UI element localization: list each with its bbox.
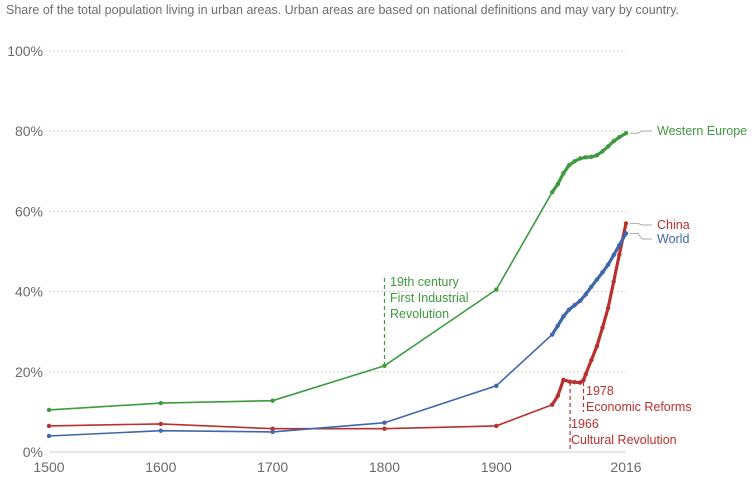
y-tick-label: 80%	[15, 123, 43, 139]
data-point	[158, 421, 164, 427]
x-tick-label: 1800	[369, 459, 400, 475]
series-line-dense	[550, 232, 628, 336]
data-point	[494, 423, 499, 429]
x-tick-label: 1600	[145, 459, 176, 475]
annotations: 19th century First Industrial Revolution 19…	[383, 275, 692, 450]
annotation-text: First Industrial	[390, 291, 469, 305]
data-point	[270, 426, 275, 431]
data-point	[46, 407, 52, 413]
series-line-dense	[550, 223, 628, 406]
annotation-text: Economic Reforms	[586, 400, 692, 414]
x-tick-label: 1700	[257, 459, 288, 475]
series-label: China	[657, 218, 690, 232]
data-point	[494, 383, 499, 389]
series-label: World	[657, 232, 689, 246]
chart-subtitle: Share of the total population living in …	[6, 3, 680, 17]
data-point	[270, 398, 275, 403]
data-point	[382, 420, 387, 425]
y-tick-label: 60%	[15, 203, 43, 219]
series-world	[46, 231, 629, 439]
annotation-text: 1978	[586, 384, 614, 398]
data-point	[46, 433, 52, 439]
series-lines	[46, 131, 629, 439]
x-tick-label: 1500	[33, 459, 64, 475]
data-point	[158, 428, 164, 433]
y-axis-ticks: 0% 20% 40% 60% 80% 100%	[7, 43, 43, 460]
x-tick-label: 1900	[481, 459, 512, 475]
series-line	[48, 223, 627, 430]
data-point	[494, 287, 499, 292]
data-point	[270, 429, 275, 435]
y-tick-label: 0%	[23, 444, 43, 460]
annotation-text: Revolution	[390, 307, 449, 321]
y-tick-label: 40%	[15, 284, 43, 300]
series-line	[48, 233, 627, 437]
series-label: Western Europe	[657, 124, 747, 138]
annotation-text: 1966	[571, 417, 599, 431]
data-point	[382, 426, 387, 431]
data-point	[46, 423, 52, 429]
data-point	[382, 363, 387, 368]
label-connector	[630, 222, 652, 226]
gridlines	[49, 50, 626, 453]
series-line	[48, 132, 627, 411]
data-point	[158, 400, 164, 406]
annotation-text: Cultural Revolution	[571, 433, 677, 447]
label-connector	[630, 130, 652, 134]
series-china	[46, 221, 629, 431]
series-western-europe	[46, 131, 629, 413]
y-tick-label: 20%	[15, 364, 43, 380]
x-tick-label: 2016	[610, 459, 641, 475]
annotation-text: 19th century	[390, 275, 460, 289]
x-axis-ticks: 1500 1600 1700 1800 1900 2016	[33, 459, 641, 475]
y-tick-label: 100%	[7, 43, 43, 59]
label-connector	[630, 232, 652, 240]
series-line-dense	[550, 131, 627, 194]
